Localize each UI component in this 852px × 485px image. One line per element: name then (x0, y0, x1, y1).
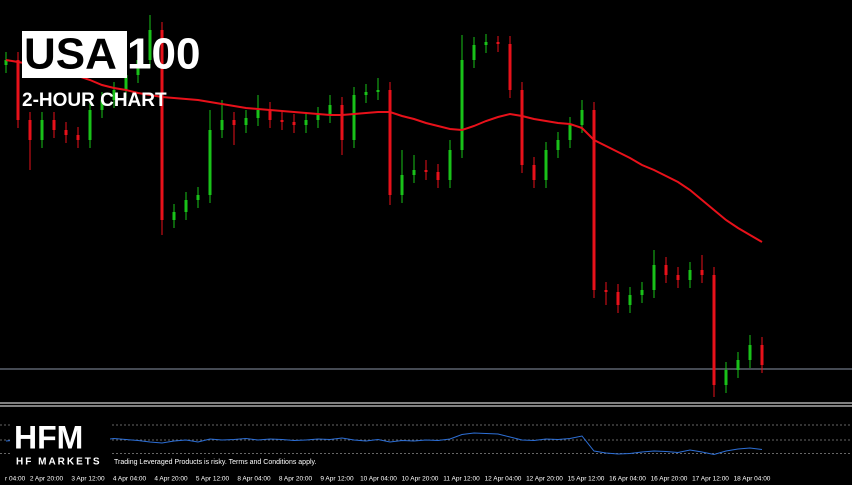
x-tick-label: 10 Apr 04:00 (360, 476, 397, 483)
candle-body (184, 200, 188, 212)
candle-body (556, 140, 560, 150)
title-box (22, 31, 127, 78)
candle-body (244, 118, 248, 125)
candle-body (436, 172, 440, 180)
candle-body (256, 110, 260, 118)
candle-body (64, 130, 68, 135)
x-tick-label: 12 Apr 04:00 (485, 476, 522, 483)
x-tick-label: 15 Apr 12:00 (568, 476, 605, 483)
candle-body (364, 92, 368, 95)
candle-body (328, 105, 332, 115)
candle-body (592, 110, 596, 290)
x-tick-label: 5 Apr 12:00 (196, 476, 230, 483)
candle-body (88, 110, 92, 140)
brand: HFM (14, 419, 83, 455)
candle-body (352, 95, 356, 140)
x-tick-label: r 04:00 (5, 476, 26, 483)
candle-body (304, 120, 308, 125)
candle-body (520, 90, 524, 165)
candle-body (160, 30, 164, 220)
candle-body (544, 150, 548, 180)
candle-body (16, 60, 20, 120)
candle-body (688, 270, 692, 280)
candle-body (460, 60, 464, 150)
candle-body (700, 270, 704, 275)
x-tick-label: 8 Apr 04:00 (237, 476, 271, 483)
candle-body (736, 360, 740, 370)
plot (0, 15, 852, 456)
candle-body (748, 345, 752, 360)
candle-body (292, 122, 296, 125)
candle-body (712, 275, 716, 385)
candle-body (40, 120, 44, 140)
x-tick-label: 9 Apr 12:00 (320, 476, 354, 483)
x-tick-label: 17 Apr 12:00 (692, 476, 729, 483)
candle-body (508, 44, 512, 90)
x-tick-label: 16 Apr 20:00 (651, 476, 688, 483)
candle-body (424, 170, 428, 172)
candle-body (652, 265, 656, 290)
candle-body (136, 60, 140, 75)
x-tick-label: 18 Apr 04:00 (734, 476, 771, 483)
brand-sub: HF MARKETS (16, 457, 102, 468)
subtitle: 2-HOUR CHART (22, 90, 167, 111)
candle-body (232, 120, 236, 125)
candle-body (28, 120, 32, 140)
candle-body (580, 110, 584, 125)
candle-body (76, 135, 80, 140)
candle-body (316, 115, 320, 120)
candle-body (388, 90, 392, 195)
candle-body (604, 290, 608, 292)
x-tick-label: 3 Apr 12:00 (71, 476, 105, 483)
x-tick-label: 11 Apr 12:00 (443, 476, 480, 483)
indicator-line (5, 432, 763, 456)
candle-body (172, 212, 176, 220)
candle-body (664, 265, 668, 275)
candle-body (268, 110, 272, 120)
candle-body (616, 292, 620, 305)
title: USA (24, 30, 117, 79)
candle-body (124, 75, 128, 90)
candle-body (532, 165, 536, 180)
candle-body (484, 42, 488, 45)
disclaimer: Trading Leveraged Products is risky. Ter… (114, 459, 317, 466)
x-tick-label: 16 Apr 04:00 (609, 476, 646, 483)
candle-body (340, 105, 344, 140)
candle-body (280, 120, 284, 122)
candle-body (640, 290, 644, 295)
x-tick-label: 10 Apr 20:00 (402, 476, 439, 483)
candle-body (760, 345, 764, 365)
candle-body (676, 275, 680, 280)
logo-bg (10, 418, 110, 468)
candle-body (4, 60, 8, 65)
x-tick-label: 4 Apr 20:00 (154, 476, 188, 483)
candle-body (472, 45, 476, 60)
title: 100 (127, 30, 200, 79)
x-tick-label: 2 Apr 20:00 (30, 476, 64, 483)
candle-body (568, 125, 572, 140)
moving-average (5, 59, 763, 243)
candle-body (628, 295, 632, 305)
candle-body (148, 30, 152, 60)
candle-body (208, 130, 212, 195)
x-tick-label: 12 Apr 20:00 (526, 476, 563, 483)
candle-body (196, 195, 200, 200)
x-tick-label: 8 Apr 20:00 (279, 476, 313, 483)
candle-body (376, 90, 380, 92)
candle-body (448, 150, 452, 180)
candle-body (400, 175, 404, 195)
candle-body (52, 120, 56, 130)
candle-body (100, 100, 104, 110)
candle-body (412, 170, 416, 175)
candle-body (496, 42, 500, 44)
x-tick-label: 4 Apr 04:00 (113, 476, 147, 483)
candle-body (724, 370, 728, 385)
candle-body (112, 90, 116, 100)
candle-body (220, 120, 224, 130)
